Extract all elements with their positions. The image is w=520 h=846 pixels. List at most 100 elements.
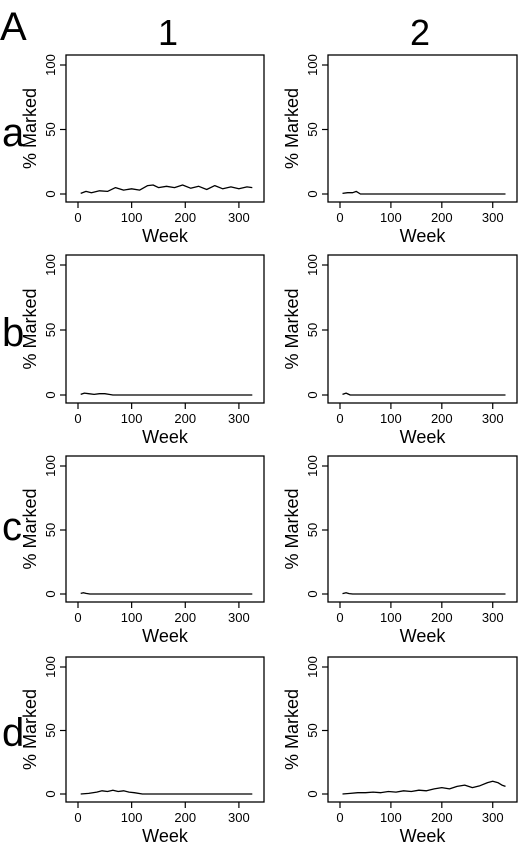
y-tick-label: 100 (305, 656, 320, 678)
plot-frame (65, 656, 265, 803)
x-tick-label: 300 (228, 210, 250, 225)
y-tick-label: 0 (43, 590, 58, 597)
y-axis-label: % Marked (282, 488, 302, 569)
x-tick-label: 100 (380, 610, 402, 625)
y-tick-label: 50 (43, 323, 58, 337)
x-tick-label: 300 (228, 810, 250, 825)
x-tick-label: 100 (121, 810, 143, 825)
x-tick-label: 200 (431, 610, 453, 625)
x-tick-label: 200 (174, 210, 196, 225)
x-tick-label: 300 (228, 610, 250, 625)
x-axis-label: Week (142, 626, 189, 646)
x-tick-label: 100 (121, 210, 143, 225)
x-tick-label: 200 (431, 411, 453, 426)
x-tick-label: 200 (174, 610, 196, 625)
column-label-1: 1 (158, 12, 178, 53)
y-tick-label: 0 (305, 190, 320, 197)
y-axis-label: % Marked (20, 488, 40, 569)
x-axis-label: Week (142, 826, 189, 846)
y-tick-label: 100 (305, 254, 320, 276)
y-tick-label: 100 (43, 455, 58, 477)
x-tick-label: 300 (482, 610, 504, 625)
y-axis-label: % Marked (20, 88, 40, 169)
x-tick-label: 0 (336, 210, 343, 225)
plot-frame (65, 455, 265, 603)
y-tick-label: 100 (43, 656, 58, 678)
x-tick-label: 0 (74, 810, 81, 825)
x-tick-label: 100 (380, 810, 402, 825)
y-axis-label: % Marked (282, 689, 302, 770)
plot-frame (65, 254, 265, 404)
series-line (342, 780, 506, 795)
y-tick-label: 100 (305, 455, 320, 477)
x-tick-label: 200 (431, 810, 453, 825)
x-axis-label: Week (400, 826, 447, 846)
x-tick-label: 100 (380, 210, 402, 225)
x-tick-label: 0 (74, 411, 81, 426)
row-label-d: d (2, 711, 24, 755)
y-tick-label: 0 (43, 391, 58, 398)
y-tick-label: 100 (43, 54, 58, 76)
x-tick-label: 100 (121, 411, 143, 426)
y-tick-label: 0 (43, 790, 58, 797)
series-line (342, 392, 506, 396)
x-tick-label: 0 (74, 210, 81, 225)
y-tick-label: 50 (305, 723, 320, 737)
y-axis-label: % Marked (20, 689, 40, 770)
x-tick-label: 0 (336, 610, 343, 625)
x-axis-label: Week (142, 427, 189, 447)
y-axis-label: % Marked (282, 288, 302, 369)
x-tick-label: 200 (174, 411, 196, 426)
y-tick-label: 0 (43, 190, 58, 197)
x-tick-label: 300 (482, 210, 504, 225)
row-label-c: c (2, 505, 22, 549)
y-tick-label: 50 (305, 122, 320, 136)
series-line (80, 184, 253, 195)
x-tick-label: 200 (174, 810, 196, 825)
y-tick-label: 0 (305, 790, 320, 797)
series-line (80, 789, 253, 795)
x-axis-label: Week (400, 226, 447, 246)
series-line (80, 392, 253, 396)
y-tick-label: 50 (305, 523, 320, 537)
plot-frame (327, 656, 518, 803)
series-line (80, 592, 253, 595)
y-tick-label: 50 (43, 723, 58, 737)
x-tick-label: 0 (336, 411, 343, 426)
series-line (342, 190, 506, 195)
x-axis-label: Week (400, 427, 447, 447)
y-tick-label: 50 (305, 323, 320, 337)
plot-frame (327, 54, 518, 203)
x-tick-label: 200 (431, 210, 453, 225)
y-tick-label: 0 (305, 590, 320, 597)
y-tick-label: 50 (43, 523, 58, 537)
x-axis-label: Week (142, 226, 189, 246)
plot-frame (327, 455, 518, 603)
y-axis-label: % Marked (282, 88, 302, 169)
y-tick-label: 100 (305, 54, 320, 76)
y-tick-label: 0 (305, 391, 320, 398)
row-label-b: b (2, 311, 24, 355)
y-tick-label: 50 (43, 122, 58, 136)
series-line (342, 592, 506, 595)
x-axis-label: Week (400, 626, 447, 646)
x-tick-label: 300 (228, 411, 250, 426)
x-tick-label: 100 (380, 411, 402, 426)
x-tick-label: 300 (482, 810, 504, 825)
x-tick-label: 100 (121, 610, 143, 625)
column-label-2: 2 (410, 12, 430, 53)
y-tick-label: 100 (43, 254, 58, 276)
x-tick-label: 300 (482, 411, 504, 426)
x-tick-label: 0 (336, 810, 343, 825)
x-tick-label: 0 (74, 610, 81, 625)
